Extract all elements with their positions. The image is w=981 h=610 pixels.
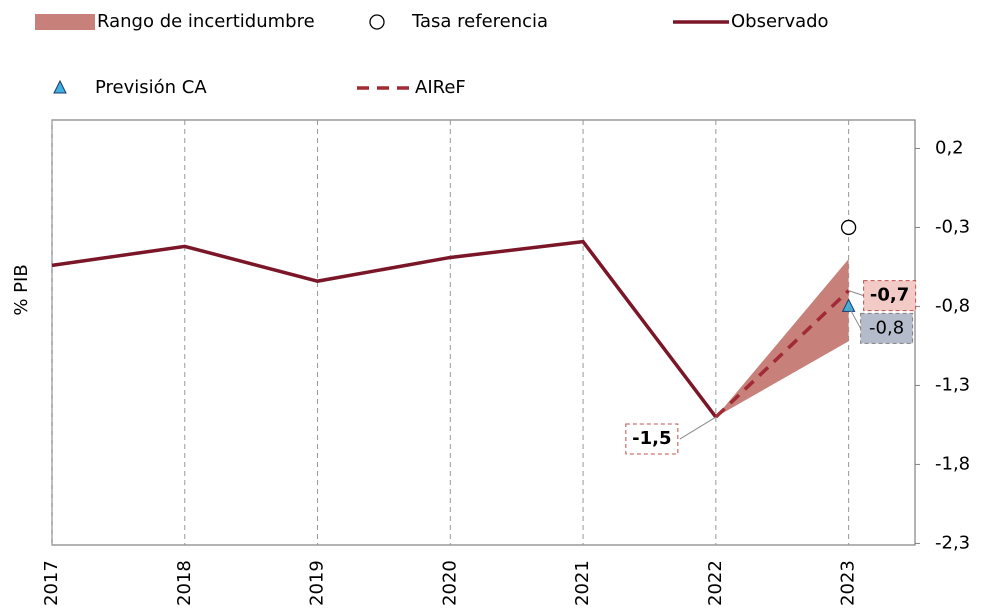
marker — [369, 14, 385, 30]
y-tick-label: -1,3 — [935, 374, 970, 395]
line — [51, 239, 718, 419]
data-label: -0,8 — [869, 317, 904, 338]
leader-line — [679, 416, 717, 440]
label-box — [863, 280, 917, 312]
data-label: -1,5 — [632, 428, 671, 449]
x-tick-label: 2020 — [439, 560, 460, 606]
legend-swatch — [35, 14, 95, 30]
x-tick-label: 2023 — [838, 560, 859, 606]
x-tick-label: 2021 — [572, 560, 593, 606]
label-box — [625, 423, 679, 455]
leader-line — [848, 306, 862, 329]
legend-label: AIReF — [415, 77, 466, 98]
marker — [840, 219, 857, 236]
x-tick-label: 2019 — [307, 560, 328, 606]
y-tick-label: -0,8 — [935, 295, 970, 316]
uncertainty-band — [715, 259, 849, 418]
y-axis-label: % PIB — [11, 264, 32, 315]
leader-line — [848, 290, 864, 297]
marker — [53, 79, 67, 94]
x-tick-label: 2018 — [174, 560, 195, 606]
plot-area — [51, 119, 916, 546]
y-tick-label: -2,3 — [935, 532, 970, 553]
data-label: -0,7 — [870, 285, 909, 306]
legend-label: Previsión CA — [95, 77, 207, 98]
dashed-line — [714, 289, 850, 419]
x-tick-label: 2022 — [705, 560, 726, 606]
y-tick-label: -0,3 — [935, 216, 970, 237]
legend-label: Observado — [731, 11, 829, 32]
y-tick-label: -1,8 — [935, 453, 970, 474]
legend-label: Rango de incertidumbre — [97, 11, 315, 32]
x-tick-label: 2017 — [41, 560, 62, 606]
label-box — [860, 312, 914, 344]
y-tick-label: 0,2 — [935, 137, 964, 158]
legend-label: Tasa referencia — [411, 11, 548, 32]
marker — [841, 298, 856, 312]
